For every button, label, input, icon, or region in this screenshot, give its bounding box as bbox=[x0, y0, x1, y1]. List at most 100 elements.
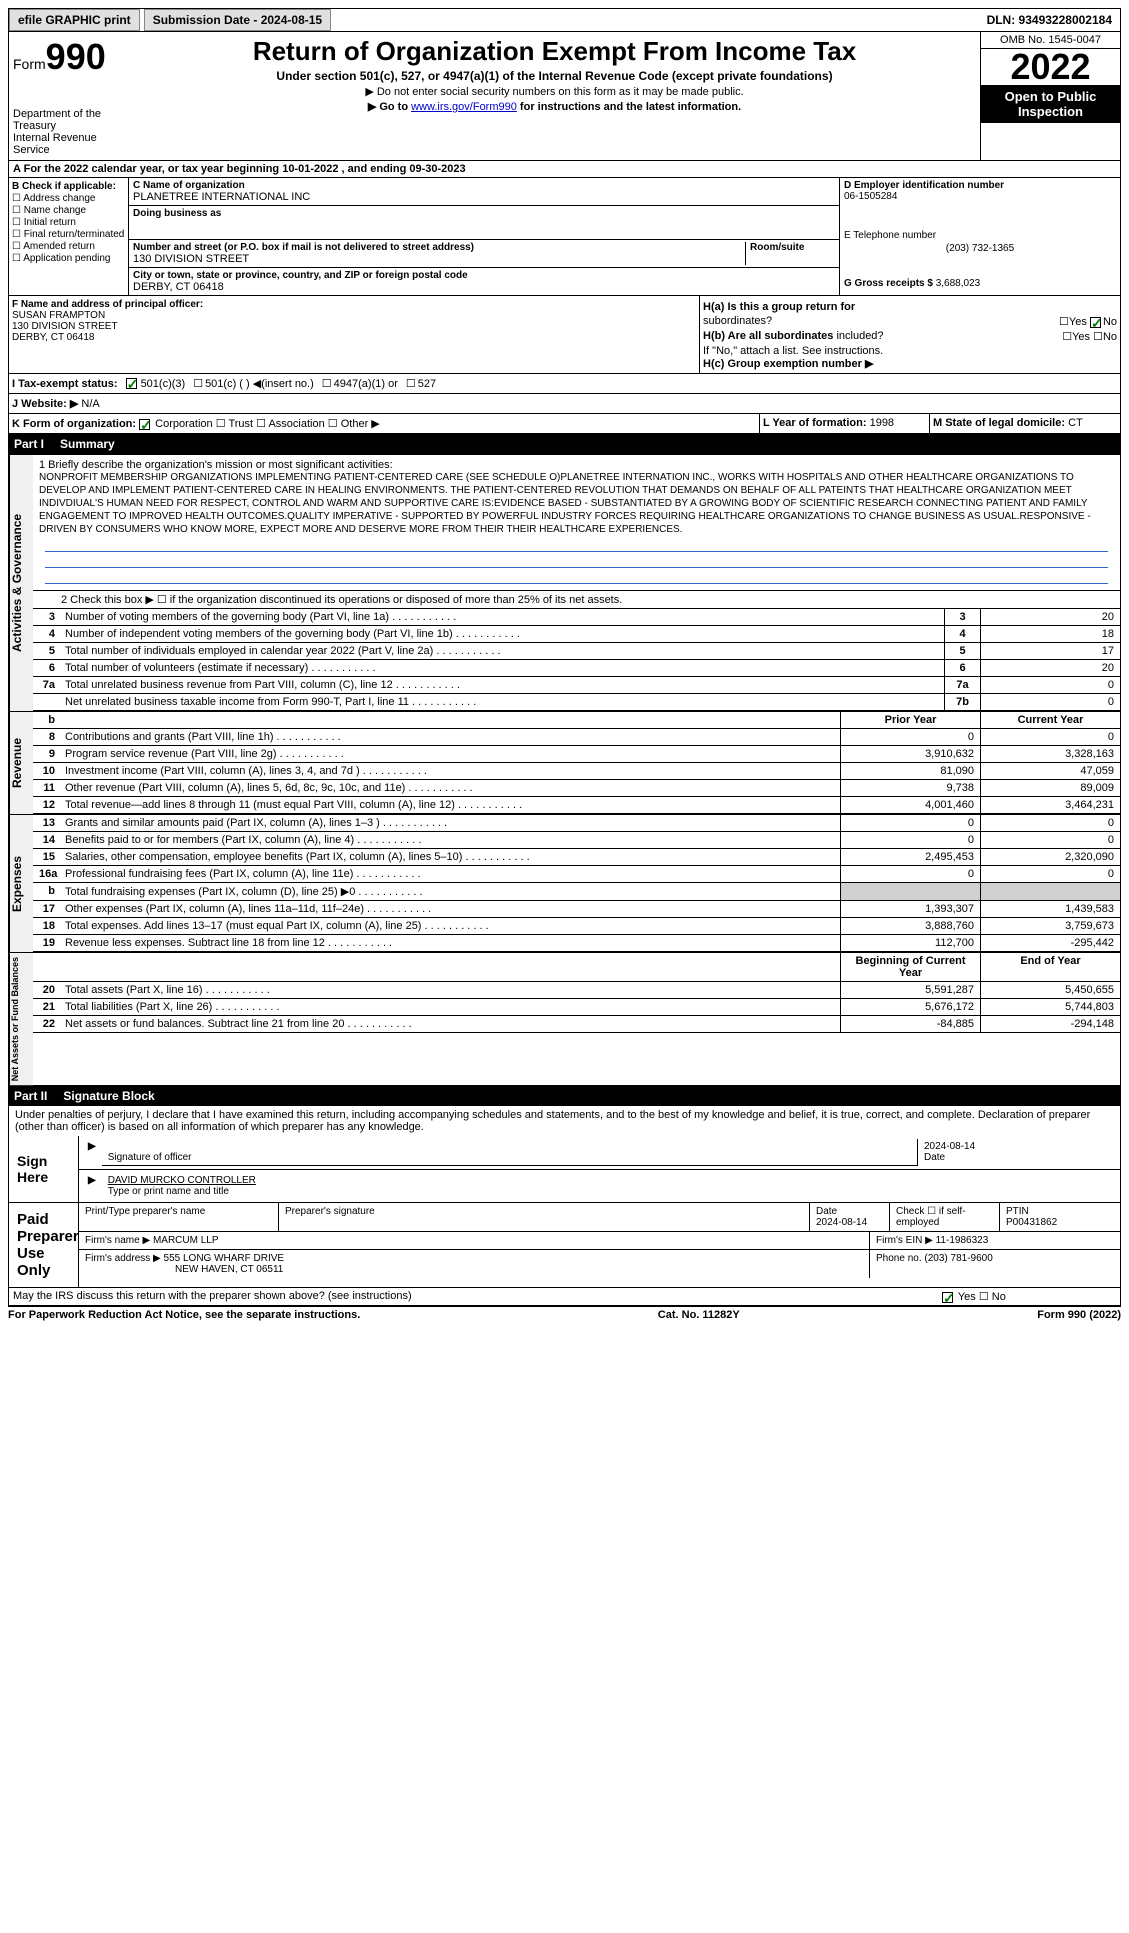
cb-4947[interactable]: ☐ 4947(a)(1) or bbox=[322, 377, 398, 390]
org-name: PLANETREE INTERNATIONAL INC bbox=[133, 191, 310, 203]
cb-corporation[interactable] bbox=[139, 419, 150, 430]
form-number: Form990 bbox=[13, 36, 125, 78]
period-row: A For the 2022 calendar year, or tax yea… bbox=[8, 161, 1121, 178]
table-row: 14Benefits paid to or for members (Part … bbox=[33, 832, 1120, 849]
cb-amended-return[interactable]: ☐ Amended return bbox=[12, 241, 125, 252]
table-row: 4Number of independent voting members of… bbox=[33, 626, 1120, 643]
cb-initial-return[interactable]: ☐ Initial return bbox=[12, 217, 125, 228]
table-row: 20Total assets (Part X, line 16)5,591,28… bbox=[33, 982, 1120, 999]
sidelabel-governance: Activities & Governance bbox=[9, 455, 33, 711]
part1-revenue: Revenue bPrior YearCurrent Year 8Contrib… bbox=[8, 712, 1121, 815]
part1-netassets: Net Assets or Fund Balances Beginning of… bbox=[8, 953, 1121, 1086]
ein-value: 06-1505284 bbox=[844, 191, 1116, 202]
sign-date: 2024-08-14 bbox=[924, 1141, 975, 1152]
row-i-tax-status: I Tax-exempt status: 501(c)(3) ☐ 501(c) … bbox=[8, 374, 1121, 394]
open-public-badge: Open to PublicInspection bbox=[981, 85, 1120, 123]
mission-block: 1 Briefly describe the organization's mi… bbox=[33, 455, 1120, 591]
irs-link[interactable]: www.irs.gov/Form990 bbox=[411, 101, 517, 113]
table-row: 15Salaries, other compensation, employee… bbox=[33, 849, 1120, 866]
table-row: 8Contributions and grants (Part VIII, li… bbox=[33, 729, 1120, 746]
dln-label: DLN: 93493228002184 bbox=[979, 10, 1120, 30]
table-row: 17Other expenses (Part IX, column (A), l… bbox=[33, 901, 1120, 918]
efile-print-button[interactable]: efile GRAPHIC print bbox=[9, 9, 140, 31]
table-row: 12Total revenue—add lines 8 through 11 (… bbox=[33, 797, 1120, 814]
firm-addr: 555 LONG WHARF DRIVE bbox=[164, 1253, 285, 1264]
part1-governance: Activities & Governance 1 Briefly descri… bbox=[8, 454, 1121, 712]
cb-discuss-yes[interactable] bbox=[942, 1292, 953, 1303]
table-row: 3Number of voting members of the governi… bbox=[33, 609, 1120, 626]
sign-here-block: Sign Here ▶Signature of officer2024-08-1… bbox=[9, 1136, 1120, 1203]
section-fh: F Name and address of principal officer:… bbox=[8, 296, 1121, 374]
prep-date: 2024-08-14 bbox=[816, 1217, 867, 1228]
top-bar: efile GRAPHIC print Submission Date - 20… bbox=[8, 8, 1121, 32]
ssn-note: ▶ Do not enter social security numbers o… bbox=[133, 85, 976, 98]
page-footer: For Paperwork Reduction Act Notice, see … bbox=[8, 1307, 1121, 1323]
signer-name: DAVID MURCKO CONTROLLER bbox=[108, 1175, 256, 1186]
table-row: Net unrelated business taxable income fr… bbox=[33, 694, 1120, 711]
sidelabel-revenue: Revenue bbox=[9, 712, 33, 814]
line-2: 2 Check this box ▶ ☐ if the organization… bbox=[33, 591, 1120, 609]
part1-header: Part ISummary bbox=[8, 434, 1121, 454]
dept-label: Department of the Treasury bbox=[13, 108, 125, 132]
mission-text: NONPROFIT MEMBERSHIP ORGANIZATIONS IMPLE… bbox=[39, 471, 1114, 536]
table-row: bTotal fundraising expenses (Part IX, co… bbox=[33, 883, 1120, 901]
section-b: B Check if applicable: ☐ Address change … bbox=[9, 178, 129, 295]
table-row: 16aProfessional fundraising fees (Part I… bbox=[33, 866, 1120, 883]
part2-header: Part IISignature Block bbox=[8, 1086, 1121, 1106]
sidelabel-expenses: Expenses bbox=[9, 815, 33, 952]
part1-expenses: Expenses 13Grants and similar amounts pa… bbox=[8, 815, 1121, 953]
section-deg: D Employer identification number 06-1505… bbox=[840, 178, 1120, 295]
tax-year: 2022 bbox=[981, 49, 1120, 85]
submission-date-button[interactable]: Submission Date - 2024-08-15 bbox=[144, 9, 331, 31]
na-header: Beginning of Current YearEnd of Year bbox=[33, 953, 1120, 982]
section-c: C Name of organizationPLANETREE INTERNAT… bbox=[129, 178, 840, 295]
table-row: 10Investment income (Part VIII, column (… bbox=[33, 763, 1120, 780]
firm-phone: (203) 781-9600 bbox=[924, 1253, 992, 1264]
firm-name: MARCUM LLP bbox=[153, 1235, 219, 1246]
section-f: F Name and address of principal officer:… bbox=[9, 296, 700, 373]
officer-name: SUSAN FRAMPTON bbox=[12, 310, 105, 321]
form-title: Return of Organization Exempt From Incom… bbox=[133, 36, 976, 67]
table-row: 21Total liabilities (Part X, line 26)5,6… bbox=[33, 999, 1120, 1016]
cb-final-return[interactable]: ☐ Final return/terminated bbox=[12, 229, 125, 240]
perjury-text: Under penalties of perjury, I declare th… bbox=[9, 1106, 1120, 1136]
section-bcdefg: B Check if applicable: ☐ Address change … bbox=[8, 178, 1121, 296]
cb-address-change[interactable]: ☐ Address change bbox=[12, 193, 125, 204]
irs-label: Internal Revenue Service bbox=[13, 132, 125, 156]
tax-period: A For the 2022 calendar year, or tax yea… bbox=[9, 161, 470, 177]
table-row: 13Grants and similar amounts paid (Part … bbox=[33, 815, 1120, 832]
cb-501c[interactable]: ☐ 501(c) ( ) ◀(insert no.) bbox=[193, 377, 314, 390]
telephone: (203) 732-1365 bbox=[844, 243, 1116, 254]
table-row: 22Net assets or fund balances. Subtract … bbox=[33, 1016, 1120, 1033]
row-j-website: J Website: ▶ N/A bbox=[8, 394, 1121, 414]
cb-527[interactable]: ☐ 527 bbox=[406, 377, 436, 390]
state-domicile: CT bbox=[1068, 417, 1083, 429]
gross-receipts: 3,688,023 bbox=[936, 278, 981, 289]
py-cy-header: bPrior YearCurrent Year bbox=[33, 712, 1120, 729]
street-address: 130 DIVISION STREET bbox=[133, 253, 249, 265]
section-h: H(a) Is this a group return for subordin… bbox=[700, 296, 1120, 373]
table-row: 11Other revenue (Part VIII, column (A), … bbox=[33, 780, 1120, 797]
cb-application-pending[interactable]: ☐ Application pending bbox=[12, 253, 125, 264]
firm-ein: 11-1986323 bbox=[936, 1235, 989, 1246]
form-subtitle: Under section 501(c), 527, or 4947(a)(1)… bbox=[133, 69, 976, 83]
sidelabel-netassets: Net Assets or Fund Balances bbox=[9, 953, 33, 1085]
form-header: Form990 Department of the Treasury Inter… bbox=[8, 32, 1121, 161]
table-row: 6Total number of volunteers (estimate if… bbox=[33, 660, 1120, 677]
table-row: 9Program service revenue (Part VIII, lin… bbox=[33, 746, 1120, 763]
ptin: P00431862 bbox=[1006, 1217, 1057, 1228]
table-row: 7aTotal unrelated business revenue from … bbox=[33, 677, 1120, 694]
part2-body: Under penalties of perjury, I declare th… bbox=[8, 1106, 1121, 1307]
city-state-zip: DERBY, CT 06418 bbox=[133, 281, 224, 293]
cb-name-change[interactable]: ☐ Name change bbox=[12, 205, 125, 216]
cb-501c3[interactable]: 501(c)(3) bbox=[126, 378, 186, 390]
paid-preparer-block: Paid Preparer Use Only Print/Type prepar… bbox=[9, 1203, 1120, 1288]
discuss-row: May the IRS discuss this return with the… bbox=[9, 1288, 1120, 1306]
year-formation: 1998 bbox=[870, 417, 894, 429]
row-k-form-org: K Form of organization: Corporation ☐ Tr… bbox=[8, 414, 1121, 434]
goto-note: ▶ Go to www.irs.gov/Form990 for instruct… bbox=[133, 100, 976, 113]
table-row: 18Total expenses. Add lines 13–17 (must … bbox=[33, 918, 1120, 935]
cb-group-return-no[interactable] bbox=[1090, 317, 1101, 328]
table-row: 5Total number of individuals employed in… bbox=[33, 643, 1120, 660]
website-value: N/A bbox=[81, 398, 99, 410]
